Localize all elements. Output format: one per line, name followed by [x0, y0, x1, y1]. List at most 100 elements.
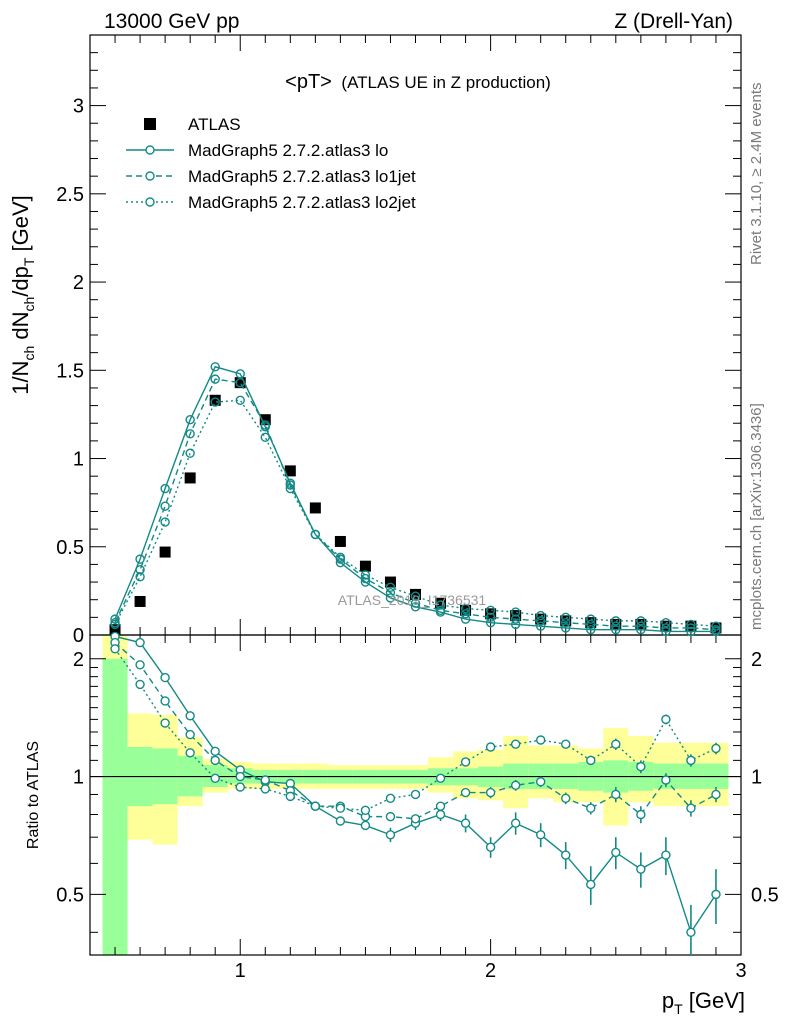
ratio-marker-dashed — [711, 789, 721, 800]
ratio-y-tick-label: 0.5 — [56, 884, 84, 906]
ratio-marker-dotted — [535, 735, 546, 745]
mc-marker-dotted — [686, 619, 696, 630]
mc-marker-dotted — [435, 600, 446, 610]
mc-marker-dashed — [235, 377, 245, 388]
main-y-tick-label: 3 — [73, 96, 84, 118]
mc-marker-dotted — [260, 432, 270, 443]
ratio-marker-dashed — [135, 660, 145, 670]
x-axis-label: pT [GeV] — [662, 988, 745, 1017]
mc-marker-dashed — [586, 619, 596, 630]
mc-marker-dotted — [535, 610, 546, 621]
atlas-data-point — [234, 377, 246, 389]
ratio-marker-solid — [435, 809, 446, 820]
ratio-y-tick-label-right: 1 — [751, 767, 762, 789]
atlas-data-point — [309, 502, 321, 514]
ratio-marker-dotted — [460, 757, 471, 767]
mc-marker-dotted — [160, 517, 170, 527]
mc-marker-dotted — [110, 619, 120, 630]
ratio-marker-dotted — [686, 755, 696, 766]
mc-marker-dotted — [235, 395, 245, 405]
atlas-data-point — [410, 588, 421, 600]
legend-label: ATLAS — [188, 115, 241, 134]
ratio-marker-dotted — [485, 742, 496, 752]
ratio-marker-dashed — [235, 771, 245, 782]
ratio-marker-dotted — [210, 773, 220, 783]
mc-marker-dashed — [360, 573, 371, 584]
mc-marker-dashed — [435, 605, 446, 615]
mc-marker-solid — [686, 626, 696, 637]
ratio-marker-dotted — [360, 805, 371, 815]
atlas-data-point — [184, 472, 196, 484]
atlas-data-point — [284, 465, 296, 477]
mc-marker-dotted — [485, 605, 496, 615]
atlas-data-point — [109, 624, 121, 636]
mc-marker-solid — [561, 623, 571, 633]
main-y-tick-label: 0 — [73, 625, 84, 647]
mc-marker-solid — [160, 483, 170, 494]
ratio-marker-dashed — [686, 803, 696, 813]
ratio-marker-dashed — [260, 775, 270, 785]
mc-marker-dashed — [460, 609, 471, 619]
mc-marker-dotted — [510, 607, 521, 617]
ratio-marker-solid — [185, 711, 195, 721]
legend-label: MadGraph5 2.7.2.atlas3 lo2jet — [188, 193, 416, 212]
legend: ATLAS MadGraph5 2.7.2.atlas3 lo MadGraph5 … — [126, 115, 416, 212]
main-y-axis-label: 1/Nch dNch/dpT [GeV] — [8, 195, 37, 395]
ratio-marker-solid — [535, 830, 546, 840]
ratio-marker-dashed — [210, 755, 220, 766]
mc-marker-dotted — [185, 448, 195, 458]
ratio-marker-dotted — [310, 801, 321, 811]
ratio-marker-dashed — [611, 789, 621, 800]
ratio-marker-dotted — [611, 739, 621, 749]
ratio-marker-solid — [385, 830, 396, 840]
mc-marker-dotted — [360, 570, 371, 580]
ratio-marker-solid — [485, 842, 496, 852]
ratio-marker-dotted — [335, 803, 346, 813]
ratio-marker-solid — [160, 672, 170, 683]
mc-marker-dashed — [661, 623, 671, 633]
ratio-marker-dashed — [561, 793, 571, 803]
mc-marker-solid — [210, 362, 220, 372]
mc-marker-dashed — [160, 501, 170, 511]
ratio-marker-solid — [636, 864, 646, 874]
legend-marker-atlas — [144, 118, 156, 130]
band-inner-bin — [102, 658, 128, 955]
ratio-marker-dotted — [135, 679, 145, 690]
mc-marker-dashed — [260, 420, 270, 430]
x-tick-label: 2 — [485, 960, 496, 982]
mc-marker-dashed — [636, 621, 646, 631]
legend-marker-solid — [145, 145, 155, 155]
mc-marker-dotted — [636, 616, 646, 626]
ratio-marker-dashed — [460, 787, 471, 798]
axes-frames: 0 0.5 1 1.5 2 2.5 3 0.5 0.5 1 1 2 2 1 2 3 — [56, 34, 779, 982]
ratio-marker-dashed — [385, 811, 396, 822]
mc-marker-solid — [510, 619, 521, 630]
ratio-marker-dotted — [185, 748, 195, 758]
ratio-marker-dashed — [636, 809, 646, 820]
mc-marker-dotted — [285, 483, 296, 494]
ratio-marker-dashed — [510, 780, 521, 790]
main-y-tick-label: 1.5 — [56, 360, 84, 382]
ratio-bands — [102, 635, 729, 955]
ratio-marker-solid — [335, 816, 346, 826]
main-y-tick-label: 0.5 — [56, 537, 84, 559]
mc-marker-dotted — [335, 552, 346, 563]
ratio-marker-dashed — [485, 787, 496, 798]
main-y-tick-label: 1 — [73, 449, 84, 471]
mc-marker-dotted — [711, 621, 721, 631]
analysis-watermark: ATLAS_2019_I1736531 — [338, 592, 487, 608]
atlas-data-point — [159, 546, 171, 558]
ratio-marker-dotted — [285, 791, 296, 802]
ratio-marker-dotted — [711, 743, 721, 754]
ratio-marker-dashed — [435, 801, 446, 811]
x-tick-label: 3 — [735, 960, 746, 982]
header-left: 13000 GeV pp — [104, 10, 239, 33]
atlas-data-point — [359, 560, 371, 572]
mc-marker-dotted — [310, 529, 321, 540]
atlas-data-point — [435, 597, 447, 609]
mc-marker-dashed — [185, 429, 195, 439]
mc-marker-dashed — [611, 621, 621, 631]
legend-marker-dotted — [145, 197, 155, 207]
mc-marker-dashed — [385, 587, 396, 598]
mcplots-source-label: mcplots.cern.ch [arXiv:1306.3436] — [748, 403, 765, 630]
